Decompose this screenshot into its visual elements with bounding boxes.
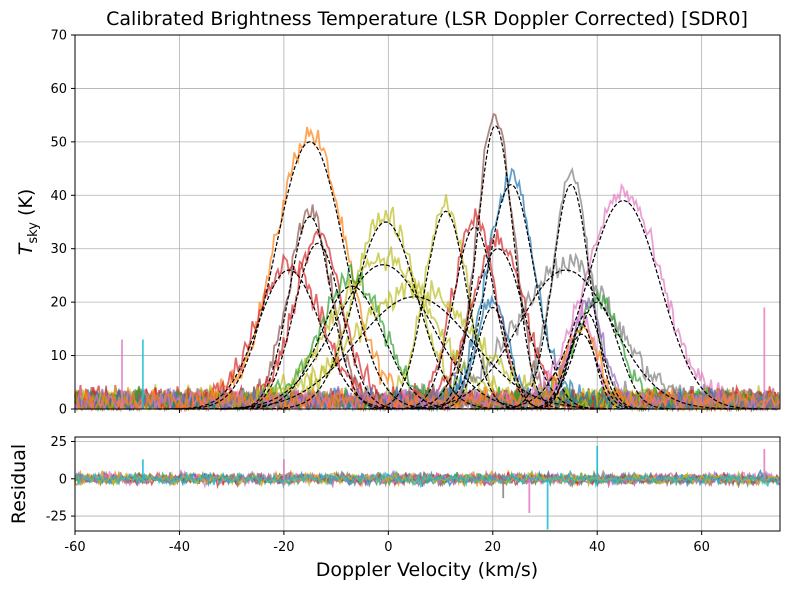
top-y-tick-label: 10	[50, 349, 67, 364]
ylabel-main: T	[15, 242, 37, 255]
residual-y-tick-label: -25	[46, 510, 67, 525]
x-tick-label: -20	[273, 540, 294, 555]
top-y-axis-label: Tsky (K)	[15, 189, 41, 255]
gaussian-fit-curve	[220, 285, 483, 410]
gaussian-fit-curve	[173, 296, 655, 410]
x-axis-label: Doppler Velocity (km/s)	[316, 559, 538, 581]
gaussian-fit-curve	[388, 248, 608, 410]
gaussian-fit-curve	[368, 269, 763, 410]
top-y-tick-label: 30	[50, 242, 67, 257]
gaussian-fit-curve	[358, 210, 533, 410]
top-y-tick-label: 70	[50, 29, 67, 44]
top-panel: 0 10 20 30 40 50 60 70 Tsky (K)	[15, 29, 781, 418]
residual-y-tick-label: 25	[50, 435, 67, 450]
gaussian-fit-curve	[509, 301, 685, 410]
residual-y-axis-label: Residual	[8, 444, 30, 524]
gaussian-fit-curve	[254, 221, 517, 410]
x-tick-label: 0	[384, 540, 392, 555]
residual-y-ticks: -25 0 25	[46, 435, 75, 525]
residual-y-tick-label: 0	[59, 472, 67, 487]
x-tick-label: -60	[64, 540, 85, 555]
x-tick-label: 60	[693, 540, 710, 555]
top-fit-curves	[157, 125, 777, 410]
residual-series	[74, 445, 780, 530]
gaussian-fit-curve	[469, 199, 777, 410]
ylabel-sub: sky	[26, 222, 41, 244]
top-y-tick-label: 50	[50, 135, 67, 150]
residual-panel: -25 0 25 -60 -40 -20 0 20 40 60 Residual Doppler…	[8, 435, 781, 581]
top-y-tick-label: 60	[50, 82, 67, 97]
x-tick-label: 40	[589, 540, 606, 555]
ylabel-unit: (K)	[15, 189, 37, 222]
residual-axes-frame	[74, 436, 781, 532]
top-y-tick-label: 40	[50, 189, 67, 204]
top-x-ticks	[74, 409, 703, 413]
top-y-tick-label: 0	[59, 403, 67, 418]
gaussian-fit-curve	[157, 269, 420, 410]
top-y-ticks: 0 10 20 30 40 50 60 70	[50, 29, 75, 418]
gaussian-fit-curve	[412, 184, 610, 410]
top-y-tick-label: 20	[50, 296, 67, 311]
top-axes-frame	[74, 34, 781, 410]
x-tick-label: 20	[485, 540, 502, 555]
gaussian-fit-curve	[185, 264, 580, 410]
spectrum-series	[74, 323, 780, 413]
gaussian-fit-curve	[222, 216, 398, 410]
gaussian-fit-curve	[167, 141, 452, 410]
gaussian-fit-curve	[521, 312, 652, 410]
gaussian-fit-curve	[515, 333, 647, 410]
gaussian-fit-curve	[526, 322, 637, 410]
gaussian-fit-curve	[427, 306, 558, 410]
residual-series	[74, 471, 780, 489]
chart-title: Calibrated Brightness Temperature (LSR D…	[106, 8, 748, 30]
residual-x-ticks: -60 -40 -20 0 20 40 60	[64, 531, 710, 555]
x-tick-label: -40	[169, 540, 190, 555]
